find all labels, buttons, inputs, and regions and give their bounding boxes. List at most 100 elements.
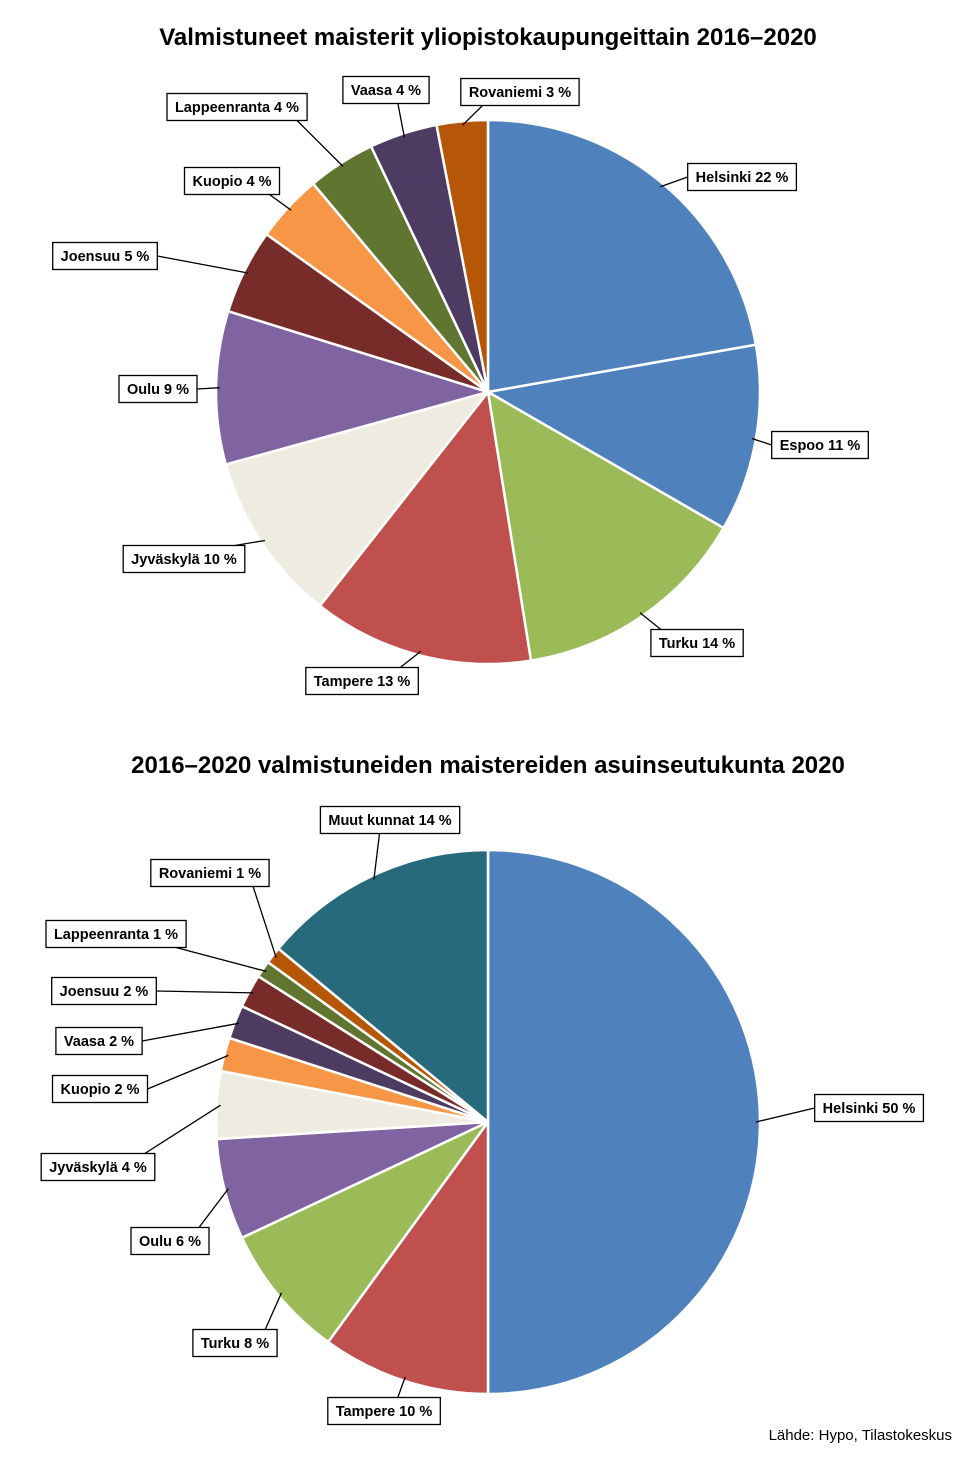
data-label-text-vaasa: Vaasa 4 % bbox=[351, 83, 421, 99]
data-label-text-helsinki: Helsinki 22 % bbox=[696, 170, 789, 186]
data-label-text-helsinki: Helsinki 50 % bbox=[823, 1101, 916, 1117]
pie-slice-helsinki bbox=[486, 118, 758, 394]
data-label-box-espoo bbox=[771, 430, 869, 460]
data-label-rovaniemi: Rovaniemi 1 % bbox=[150, 858, 277, 958]
leader-line-kuopio bbox=[269, 193, 292, 211]
chart-1-title: Valmistuneet maisterit yliopistokaupunge… bbox=[159, 24, 817, 51]
data-label-kuopio: Kuopio 2 % bbox=[51, 1054, 229, 1104]
data-label-joensuu: Joensuu 5 % bbox=[52, 241, 249, 274]
data-label-box-turku bbox=[192, 1328, 278, 1358]
pie-slice-rovaniemi bbox=[435, 118, 490, 394]
data-label-lappeenranta: Lappeenranta 4 % bbox=[166, 92, 344, 167]
data-label-turku: Turku 8 % bbox=[192, 1292, 283, 1358]
data-label-box-rovaniemi bbox=[460, 77, 580, 107]
data-label-box-kuopio bbox=[183, 166, 281, 196]
leader-line-rovaniemi bbox=[462, 105, 484, 126]
pie-chart-graduates-by-university-city: Helsinki 22 % Espoo 11 % Turku 14 % Tampere… bbox=[52, 75, 869, 696]
leader-line-jyvaskyla bbox=[234, 539, 266, 547]
leader-line-espoo bbox=[751, 437, 772, 446]
leader-line-tampere bbox=[399, 650, 422, 669]
data-label-box-joensuu bbox=[51, 976, 157, 1006]
pie-slice-tampere bbox=[318, 390, 533, 666]
data-label-lappeenranta: Lappeenranta 1 % bbox=[45, 919, 267, 973]
leader-line-oulu bbox=[196, 387, 221, 390]
data-label-box-oulu bbox=[130, 1226, 210, 1256]
data-label-text-kuopio: Kuopio 2 % bbox=[61, 1082, 140, 1098]
leader-line-helsinki bbox=[755, 1107, 815, 1123]
leader-line-turku bbox=[639, 612, 662, 631]
data-label-rovaniemi: Rovaniemi 3 % bbox=[460, 77, 580, 126]
data-label-box-jyvaskyla bbox=[40, 1152, 156, 1182]
data-label-jyvaskyla: Jyväskylä 10 % bbox=[122, 539, 266, 574]
data-label-box-lappeenranta bbox=[166, 92, 308, 122]
data-label-text-jyvaskyla: Jyväskylä 4 % bbox=[49, 1160, 147, 1176]
data-label-text-vaasa: Vaasa 2 % bbox=[64, 1034, 134, 1050]
data-label-text-jyvaskyla: Jyväskylä 10 % bbox=[131, 552, 237, 568]
data-label-box-vaasa bbox=[342, 75, 430, 105]
leader-line-lappeenranta bbox=[175, 946, 267, 973]
leader-line-oulu bbox=[198, 1188, 229, 1228]
data-label-turku: Turku 14 % bbox=[639, 612, 744, 658]
data-label-text-muut-kunnat: Muut kunnat 14 % bbox=[328, 813, 451, 829]
data-label-box-helsinki bbox=[687, 162, 798, 192]
leader-line-tampere bbox=[397, 1376, 406, 1398]
data-label-text-oulu: Oulu 9 % bbox=[127, 382, 189, 398]
data-label-text-kuopio: Kuopio 4 % bbox=[193, 174, 272, 190]
data-label-vaasa: Vaasa 2 % bbox=[55, 1022, 239, 1056]
data-label-espoo: Espoo 11 % bbox=[751, 430, 869, 460]
data-label-text-rovaniemi: Rovaniemi 3 % bbox=[469, 85, 571, 101]
data-label-muut-kunnat: Muut kunnat 14 % bbox=[319, 805, 461, 880]
data-label-box-joensuu bbox=[52, 241, 158, 271]
leader-line-vaasa bbox=[397, 103, 406, 138]
leader-line-helsinki bbox=[660, 176, 688, 188]
data-label-box-helsinki bbox=[814, 1093, 925, 1123]
data-label-helsinki: Helsinki 22 % bbox=[660, 162, 798, 192]
data-label-box-tampere bbox=[305, 666, 419, 696]
data-label-box-tampere bbox=[327, 1396, 441, 1426]
data-label-text-espoo: Espoo 11 % bbox=[780, 438, 861, 454]
leader-line-vaasa bbox=[141, 1022, 239, 1042]
pie-slice-helsinki bbox=[486, 848, 762, 1396]
data-label-oulu: Oulu 6 % bbox=[130, 1188, 229, 1256]
data-label-box-oulu bbox=[118, 374, 198, 404]
data-label-text-lappeenranta: Lappeenranta 1 % bbox=[54, 927, 178, 943]
pie-slice-turku bbox=[240, 1120, 490, 1344]
pie-chart-residence-region-2020: Helsinki 50 % Tampere 10 % Turku 8 % Oulu 6… bbox=[40, 805, 925, 1426]
leader-line-turku bbox=[264, 1292, 283, 1330]
source-note: Lähde: Hypo, Tilastokeskus bbox=[768, 1427, 952, 1444]
data-label-text-turku: Turku 14 % bbox=[659, 636, 735, 652]
data-label-kuopio: Kuopio 4 % bbox=[183, 166, 292, 211]
leader-line-muut-kunnat bbox=[373, 833, 381, 880]
pie-slice-turku bbox=[486, 390, 725, 662]
data-label-tampere: Tampere 13 % bbox=[305, 650, 422, 696]
data-label-text-tampere: Tampere 10 % bbox=[336, 1404, 433, 1420]
data-label-box-jyvaskyla bbox=[122, 544, 246, 574]
data-label-oulu: Oulu 9 % bbox=[118, 374, 221, 404]
data-label-box-turku bbox=[650, 628, 744, 658]
data-label-box-vaasa bbox=[55, 1026, 143, 1056]
leader-line-rovaniemi bbox=[252, 886, 277, 958]
leader-line-jyvaskyla bbox=[144, 1104, 221, 1155]
data-label-text-joensuu: Joensuu 2 % bbox=[60, 984, 149, 1000]
data-label-text-tampere: Tampere 13 % bbox=[314, 674, 411, 690]
data-label-tampere: Tampere 10 % bbox=[327, 1376, 441, 1426]
data-label-box-lappeenranta bbox=[45, 919, 187, 949]
data-label-text-lappeenranta: Lappeenranta 4 % bbox=[175, 100, 299, 116]
chart-2-title: 2016–2020 valmistuneiden maistereiden as… bbox=[131, 752, 845, 779]
data-label-text-oulu: Oulu 6 % bbox=[139, 1234, 201, 1250]
leader-line-joensuu bbox=[157, 255, 249, 274]
data-label-box-muut-kunnat bbox=[319, 805, 461, 835]
data-label-vaasa: Vaasa 4 % bbox=[342, 75, 430, 138]
data-label-text-rovaniemi: Rovaniemi 1 % bbox=[159, 866, 261, 882]
leader-line-kuopio bbox=[147, 1054, 229, 1090]
data-label-box-rovaniemi bbox=[150, 858, 270, 888]
data-label-helsinki: Helsinki 50 % bbox=[755, 1093, 925, 1123]
leader-line-lappeenranta bbox=[296, 120, 344, 167]
data-label-text-turku: Turku 8 % bbox=[201, 1336, 269, 1352]
data-label-jyvaskyla: Jyväskylä 4 % bbox=[40, 1104, 221, 1182]
data-label-box-kuopio bbox=[51, 1074, 149, 1104]
leader-line-joensuu bbox=[156, 990, 254, 994]
data-label-joensuu: Joensuu 2 % bbox=[51, 976, 254, 1006]
data-label-text-joensuu: Joensuu 5 % bbox=[61, 249, 150, 265]
